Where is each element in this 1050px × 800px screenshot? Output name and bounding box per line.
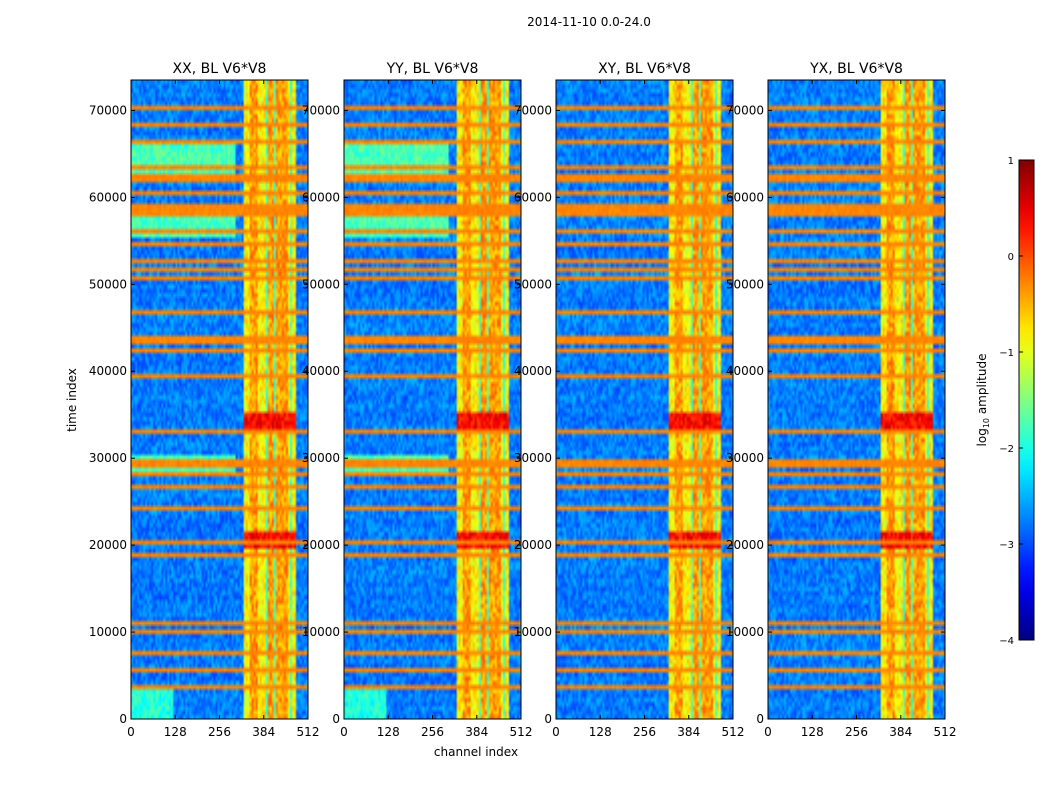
y-tick-label: 0 bbox=[544, 712, 552, 726]
y-tick-label: 20000 bbox=[302, 538, 340, 552]
x-tick-label: 384 bbox=[465, 725, 488, 739]
x-tick-label: 0 bbox=[764, 725, 772, 739]
x-tick-label: 128 bbox=[801, 725, 824, 739]
colorbar-label: log10 amplitude bbox=[975, 354, 991, 447]
y-tick-label: 50000 bbox=[726, 277, 764, 291]
colorbar-gradient bbox=[1018, 159, 1035, 641]
y-tick-label: 30000 bbox=[302, 451, 340, 465]
y-tick-label: 0 bbox=[119, 712, 127, 726]
y-tick-label: 70000 bbox=[726, 103, 764, 117]
x-axis-label: channel index bbox=[434, 745, 518, 759]
x-tick-label: 0 bbox=[340, 725, 348, 739]
y-tick-label: 70000 bbox=[514, 103, 552, 117]
x-tick-label: 384 bbox=[677, 725, 700, 739]
colorbar-label-log: log bbox=[975, 428, 989, 446]
colorbar-label-sub: 10 bbox=[982, 418, 991, 428]
panel-xx: XX, BL V6*V8 0 128 256 384 512 0 10000 20000 3000… bbox=[89, 61, 320, 739]
x-tick-label: 512 bbox=[510, 725, 533, 739]
y-tick-label: 60000 bbox=[89, 190, 127, 204]
colorbar-tick-label: −2 bbox=[999, 444, 1014, 455]
colorbar-tick-label: 1 bbox=[1008, 156, 1014, 167]
panel-yx: YX, BL V6*V8 0 128 256 384 512 0 10000 20000 3000… bbox=[726, 61, 957, 739]
y-tick-label: 40000 bbox=[514, 364, 552, 378]
y-tick-label: 70000 bbox=[89, 103, 127, 117]
y-tick-label: 20000 bbox=[726, 538, 764, 552]
y-tick-label: 50000 bbox=[302, 277, 340, 291]
y-tick-label: 10000 bbox=[726, 625, 764, 639]
x-tick-label: 256 bbox=[421, 725, 444, 739]
heatmap-image bbox=[556, 80, 733, 719]
x-tick-label: 256 bbox=[633, 725, 656, 739]
y-tick-label: 30000 bbox=[89, 451, 127, 465]
panel-yy: YY, BL V6*V8 0 128 256 384 512 0 10000 20000 3000… bbox=[302, 61, 533, 739]
y-tick-label: 60000 bbox=[302, 190, 340, 204]
heatmap-image bbox=[768, 80, 945, 719]
panel-xy: XY, BL V6*V8 0 128 256 384 512 0 10000 20000 3000… bbox=[514, 61, 745, 739]
colorbar-tick-label: −1 bbox=[999, 348, 1014, 359]
colorbar-label-rest: amplitude bbox=[975, 354, 989, 418]
y-tick-label: 40000 bbox=[726, 364, 764, 378]
x-tick-label: 384 bbox=[252, 725, 275, 739]
x-tick-label: 384 bbox=[889, 725, 912, 739]
y-tick-label: 10000 bbox=[514, 625, 552, 639]
panel-title: YY, BL V6*V8 bbox=[386, 61, 479, 77]
x-tick-label: 512 bbox=[722, 725, 745, 739]
y-tick-label: 30000 bbox=[514, 451, 552, 465]
panel-title: XX, BL V6*V8 bbox=[173, 61, 267, 77]
x-tick-label: 0 bbox=[127, 725, 135, 739]
panel-title: YX, BL V6*V8 bbox=[809, 61, 903, 77]
x-tick-label: 512 bbox=[934, 725, 957, 739]
x-tick-label: 256 bbox=[845, 725, 868, 739]
y-tick-label: 30000 bbox=[726, 451, 764, 465]
y-tick-label: 50000 bbox=[89, 277, 127, 291]
y-tick-label: 40000 bbox=[89, 364, 127, 378]
y-axis-label: time index bbox=[65, 368, 79, 432]
y-tick-label: 60000 bbox=[514, 190, 552, 204]
x-tick-label: 256 bbox=[208, 725, 231, 739]
heatmap-image bbox=[131, 80, 308, 719]
colorbar-tick-label: −4 bbox=[999, 636, 1014, 647]
colorbar-tick-label: 0 bbox=[1008, 252, 1014, 263]
x-tick-label: 512 bbox=[297, 725, 320, 739]
y-tick-label: 10000 bbox=[89, 625, 127, 639]
y-tick-label: 60000 bbox=[726, 190, 764, 204]
heatmap-image bbox=[344, 80, 521, 719]
x-tick-label: 0 bbox=[552, 725, 560, 739]
y-tick-label: 40000 bbox=[302, 364, 340, 378]
panels: XX, BL V6*V8 0 128 256 384 512 0 10000 20000 3000… bbox=[89, 61, 957, 739]
y-tick-label: 20000 bbox=[89, 538, 127, 552]
y-tick-label: 0 bbox=[756, 712, 764, 726]
panel-title: XY, BL V6*V8 bbox=[598, 61, 691, 77]
x-tick-label: 128 bbox=[589, 725, 612, 739]
y-tick-label: 10000 bbox=[302, 625, 340, 639]
y-tick-label: 20000 bbox=[514, 538, 552, 552]
x-tick-label: 128 bbox=[377, 725, 400, 739]
colorbar-tick-label: −3 bbox=[999, 540, 1014, 551]
y-tick-label: 50000 bbox=[514, 277, 552, 291]
figure-title: 2014-11-10 0.0-24.0 bbox=[527, 15, 651, 29]
x-tick-label: 128 bbox=[164, 725, 187, 739]
y-tick-label: 0 bbox=[332, 712, 340, 726]
y-tick-label: 70000 bbox=[302, 103, 340, 117]
